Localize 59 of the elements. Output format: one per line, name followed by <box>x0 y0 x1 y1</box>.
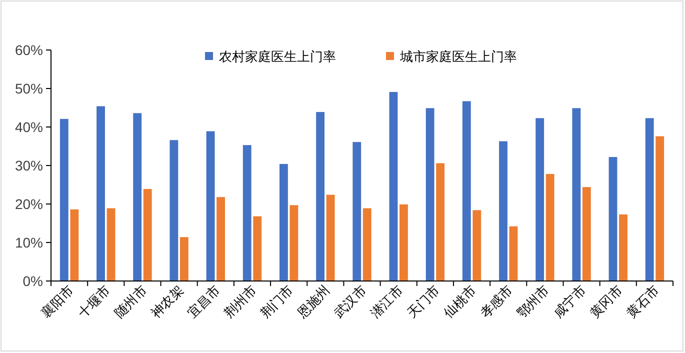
bar <box>546 174 554 281</box>
y-tick-label: 20% <box>14 196 43 212</box>
bar <box>582 187 591 281</box>
x-tick-label: 鄂州市 <box>514 282 552 321</box>
y-tick-label: 40% <box>14 119 43 135</box>
x-tick-label: 荆门市 <box>258 282 296 321</box>
x-tick-label: 天门市 <box>404 282 442 321</box>
bar <box>619 214 628 281</box>
bar <box>389 92 398 281</box>
bar <box>536 118 544 281</box>
bar <box>242 145 252 281</box>
x-tick-label: 十堰市 <box>74 282 114 321</box>
legend-label: 农村家庭医生上门率 <box>219 49 336 64</box>
bar <box>400 204 408 281</box>
bar <box>96 106 105 281</box>
bar <box>436 163 445 281</box>
bar <box>216 197 225 281</box>
bar <box>608 157 618 281</box>
y-tick-label: 10% <box>14 234 43 250</box>
y-tick-label: 50% <box>14 80 43 96</box>
bar <box>499 141 508 281</box>
bar <box>170 140 178 281</box>
x-tick-label: 黄石市 <box>624 282 662 321</box>
x-tick-label: 随州市 <box>111 282 150 321</box>
x-tick-label: 潜江市 <box>368 282 406 321</box>
bar <box>509 226 518 281</box>
bar <box>645 118 654 281</box>
x-tick-label: 孝感市 <box>477 282 516 321</box>
bar <box>253 216 262 281</box>
y-tick-label: 30% <box>14 158 43 174</box>
x-tick-label: 神农架 <box>148 282 186 321</box>
x-tick-label: 宜昌市 <box>184 282 223 321</box>
x-tick-label: 咸宁市 <box>550 282 589 321</box>
bar <box>362 208 372 281</box>
legend-label: 城市家庭医生上门率 <box>399 49 517 64</box>
bar <box>70 209 79 281</box>
bar <box>206 131 215 281</box>
x-tick-label: 黄冈市 <box>587 282 626 321</box>
bar <box>290 205 298 281</box>
bar <box>352 142 362 281</box>
bar <box>656 136 664 281</box>
bar <box>462 101 471 281</box>
bar <box>106 208 116 281</box>
x-tick-label: 武汉市 <box>330 282 370 321</box>
bar <box>472 210 482 281</box>
x-tick-label: 仙桃市 <box>440 282 479 321</box>
y-tick-label: 60% <box>14 42 43 58</box>
bar <box>279 164 288 281</box>
bar <box>143 188 152 281</box>
bar <box>180 237 188 281</box>
bar <box>133 113 142 281</box>
x-tick-label: 荆州市 <box>221 282 260 321</box>
bar <box>60 118 68 281</box>
bar <box>316 112 324 281</box>
bar <box>426 108 434 281</box>
bar <box>572 108 581 281</box>
bar <box>326 194 335 281</box>
y-tick-label: 0% <box>22 273 43 289</box>
x-tick-label: 恩施州 <box>294 282 333 322</box>
